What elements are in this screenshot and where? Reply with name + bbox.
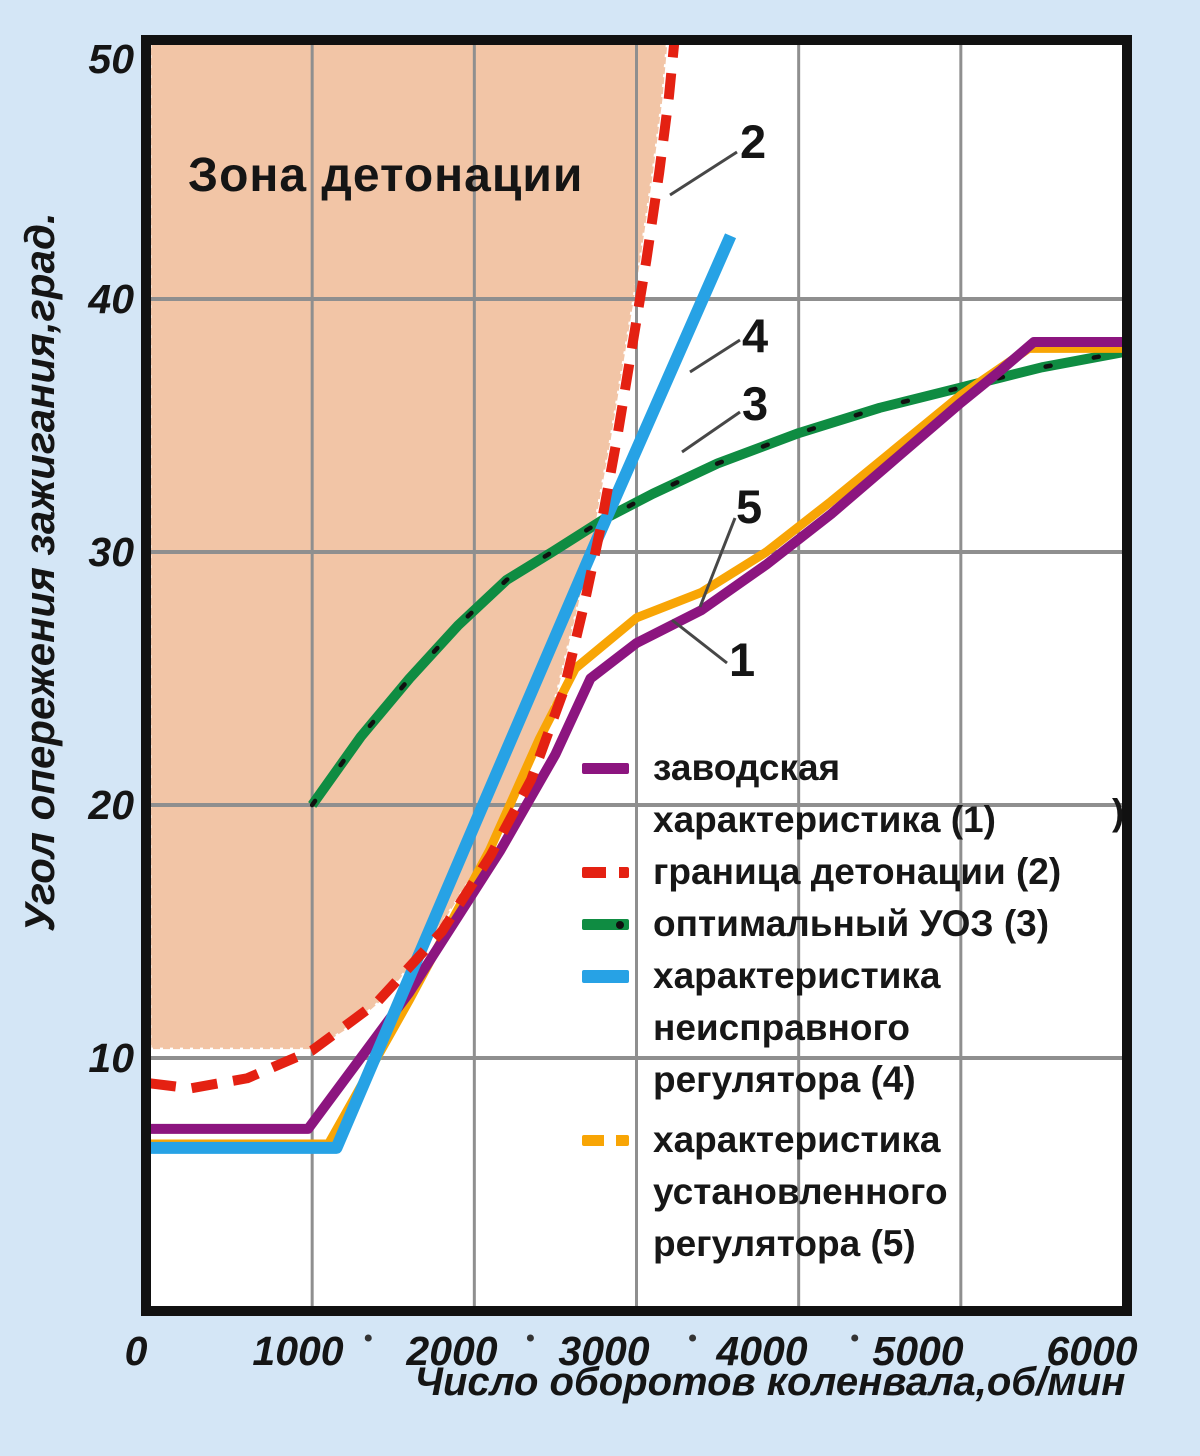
curve-2 xyxy=(150,42,680,1094)
pointer-line-4 xyxy=(689,338,741,374)
pointer-line-1 xyxy=(671,618,728,665)
y-tick-20: 20 xyxy=(88,782,134,828)
x-tick-2000: 2000 xyxy=(406,1328,498,1374)
x-minor-tick-2500 xyxy=(526,1334,534,1342)
legend-item-installed-regulator: характеристика установленного регулятора… xyxy=(582,1114,1200,1270)
x-tick-0: 0 xyxy=(124,1328,148,1374)
x-minor-tick-4500 xyxy=(851,1334,859,1342)
y-tick-50: 50 xyxy=(88,36,134,82)
legend-swatch-installed-regulator xyxy=(582,1135,629,1146)
pointer-line-2 xyxy=(669,150,738,197)
legend-label-factory: заводская характеристика (1) xyxy=(653,747,996,840)
legend-swatch-detonation-boundary xyxy=(582,867,629,878)
x-tick-6000: 6000 xyxy=(1046,1328,1138,1374)
legend: заводская характеристика (1) граница дет… xyxy=(582,742,1200,1270)
pointer-line-3 xyxy=(681,410,741,454)
y-tick-10: 10 xyxy=(88,1035,134,1081)
legend-label-detonation-boundary: граница детонации (2) xyxy=(653,851,1062,892)
legend-swatch-factory xyxy=(582,763,629,774)
x-tick-4000: 4000 xyxy=(716,1328,808,1374)
y-tick-30: 30 xyxy=(88,529,134,575)
legend-label-installed-regulator: характеристика установленного регулятора… xyxy=(653,1119,948,1264)
x-tick-3000: 3000 xyxy=(558,1328,650,1374)
curve-label-1: 1 xyxy=(729,633,756,686)
curve-label-2: 2 xyxy=(740,115,767,168)
plot-area xyxy=(150,42,1123,1311)
legend-label-faulty-regulator: характеристика неисправного регулятора (… xyxy=(653,955,941,1100)
zone-label: Зона детонации xyxy=(188,149,584,202)
plot-frame xyxy=(141,35,1132,1316)
legend-swatch-faulty-regulator xyxy=(582,970,629,983)
curve-label-5: 5 xyxy=(736,480,763,533)
y-tick-40: 40 xyxy=(88,276,134,322)
x-tick-5000: 5000 xyxy=(872,1328,964,1374)
pointer-line-5 xyxy=(698,517,737,608)
legend-item-factory: заводская характеристика (1) xyxy=(582,742,1200,846)
legend-item-optimal: оптимальный УОЗ (3) xyxy=(582,898,1200,950)
detonation-zone xyxy=(150,42,670,1051)
curve-label-3: 3 xyxy=(742,377,769,430)
legend-label-optimal: оптимальный УОЗ (3) xyxy=(653,903,1050,944)
x-minor-tick-1500 xyxy=(364,1334,372,1342)
legend-swatch-optimal xyxy=(582,919,629,930)
curve-1 xyxy=(150,337,1123,1134)
curve-3-dots xyxy=(309,349,1123,808)
legend-item-detonation-boundary: граница детонации (2) xyxy=(582,846,1200,898)
curve-4 xyxy=(150,233,737,1154)
x-tick-1000: 1000 xyxy=(252,1328,344,1374)
legend-artifact-paren: ) xyxy=(1112,792,1125,833)
x-minor-tick-3500 xyxy=(689,1334,697,1342)
legend-item-faulty-regulator: характеристика неисправного регулятора (… xyxy=(582,950,1200,1106)
curve-label-4: 4 xyxy=(742,309,769,362)
x-axis-title: Число оборотов коленвала,об/мин xyxy=(414,1360,1126,1404)
